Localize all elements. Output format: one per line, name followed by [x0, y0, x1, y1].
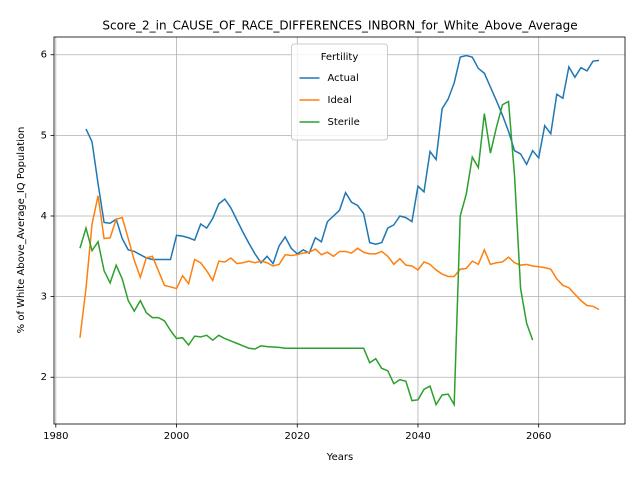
- legend-label: Ideal: [328, 95, 352, 106]
- data-line: [79, 100, 534, 408]
- x-tick-label: 1980: [43, 431, 68, 442]
- data-line: [85, 54, 600, 266]
- x-axis-label: Years: [326, 452, 353, 463]
- y-tick-label: 5: [41, 130, 47, 141]
- y-tick-label: 2: [41, 372, 47, 383]
- plot-frame: [53, 36, 626, 425]
- y-tick-label: 4: [41, 211, 47, 222]
- legend-title: Fertility: [321, 52, 359, 63]
- y-tick-label: 6: [41, 50, 47, 61]
- x-tick-label: 2020: [285, 431, 310, 442]
- x-tick-label: 2000: [164, 431, 189, 442]
- legend-label: Sterile: [328, 117, 360, 128]
- y-axis-label: % of White Above_Average_IQ Population: [16, 127, 27, 334]
- x-tick-label: 2040: [405, 431, 430, 442]
- legend-label: Actual: [328, 73, 359, 84]
- x-tick-label: 2060: [526, 431, 551, 442]
- chart-title: Score_2_in_CAUSE_OF_RACE_DIFFERENCES_INB…: [102, 19, 577, 33]
- legend-box: [291, 43, 388, 141]
- y-tick-label: 3: [41, 292, 47, 303]
- data-line: [79, 195, 600, 338]
